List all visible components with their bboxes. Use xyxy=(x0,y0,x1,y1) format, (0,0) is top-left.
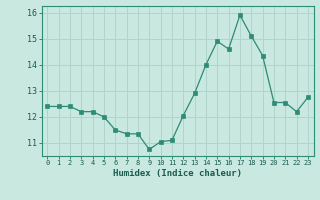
X-axis label: Humidex (Indice chaleur): Humidex (Indice chaleur) xyxy=(113,169,242,178)
